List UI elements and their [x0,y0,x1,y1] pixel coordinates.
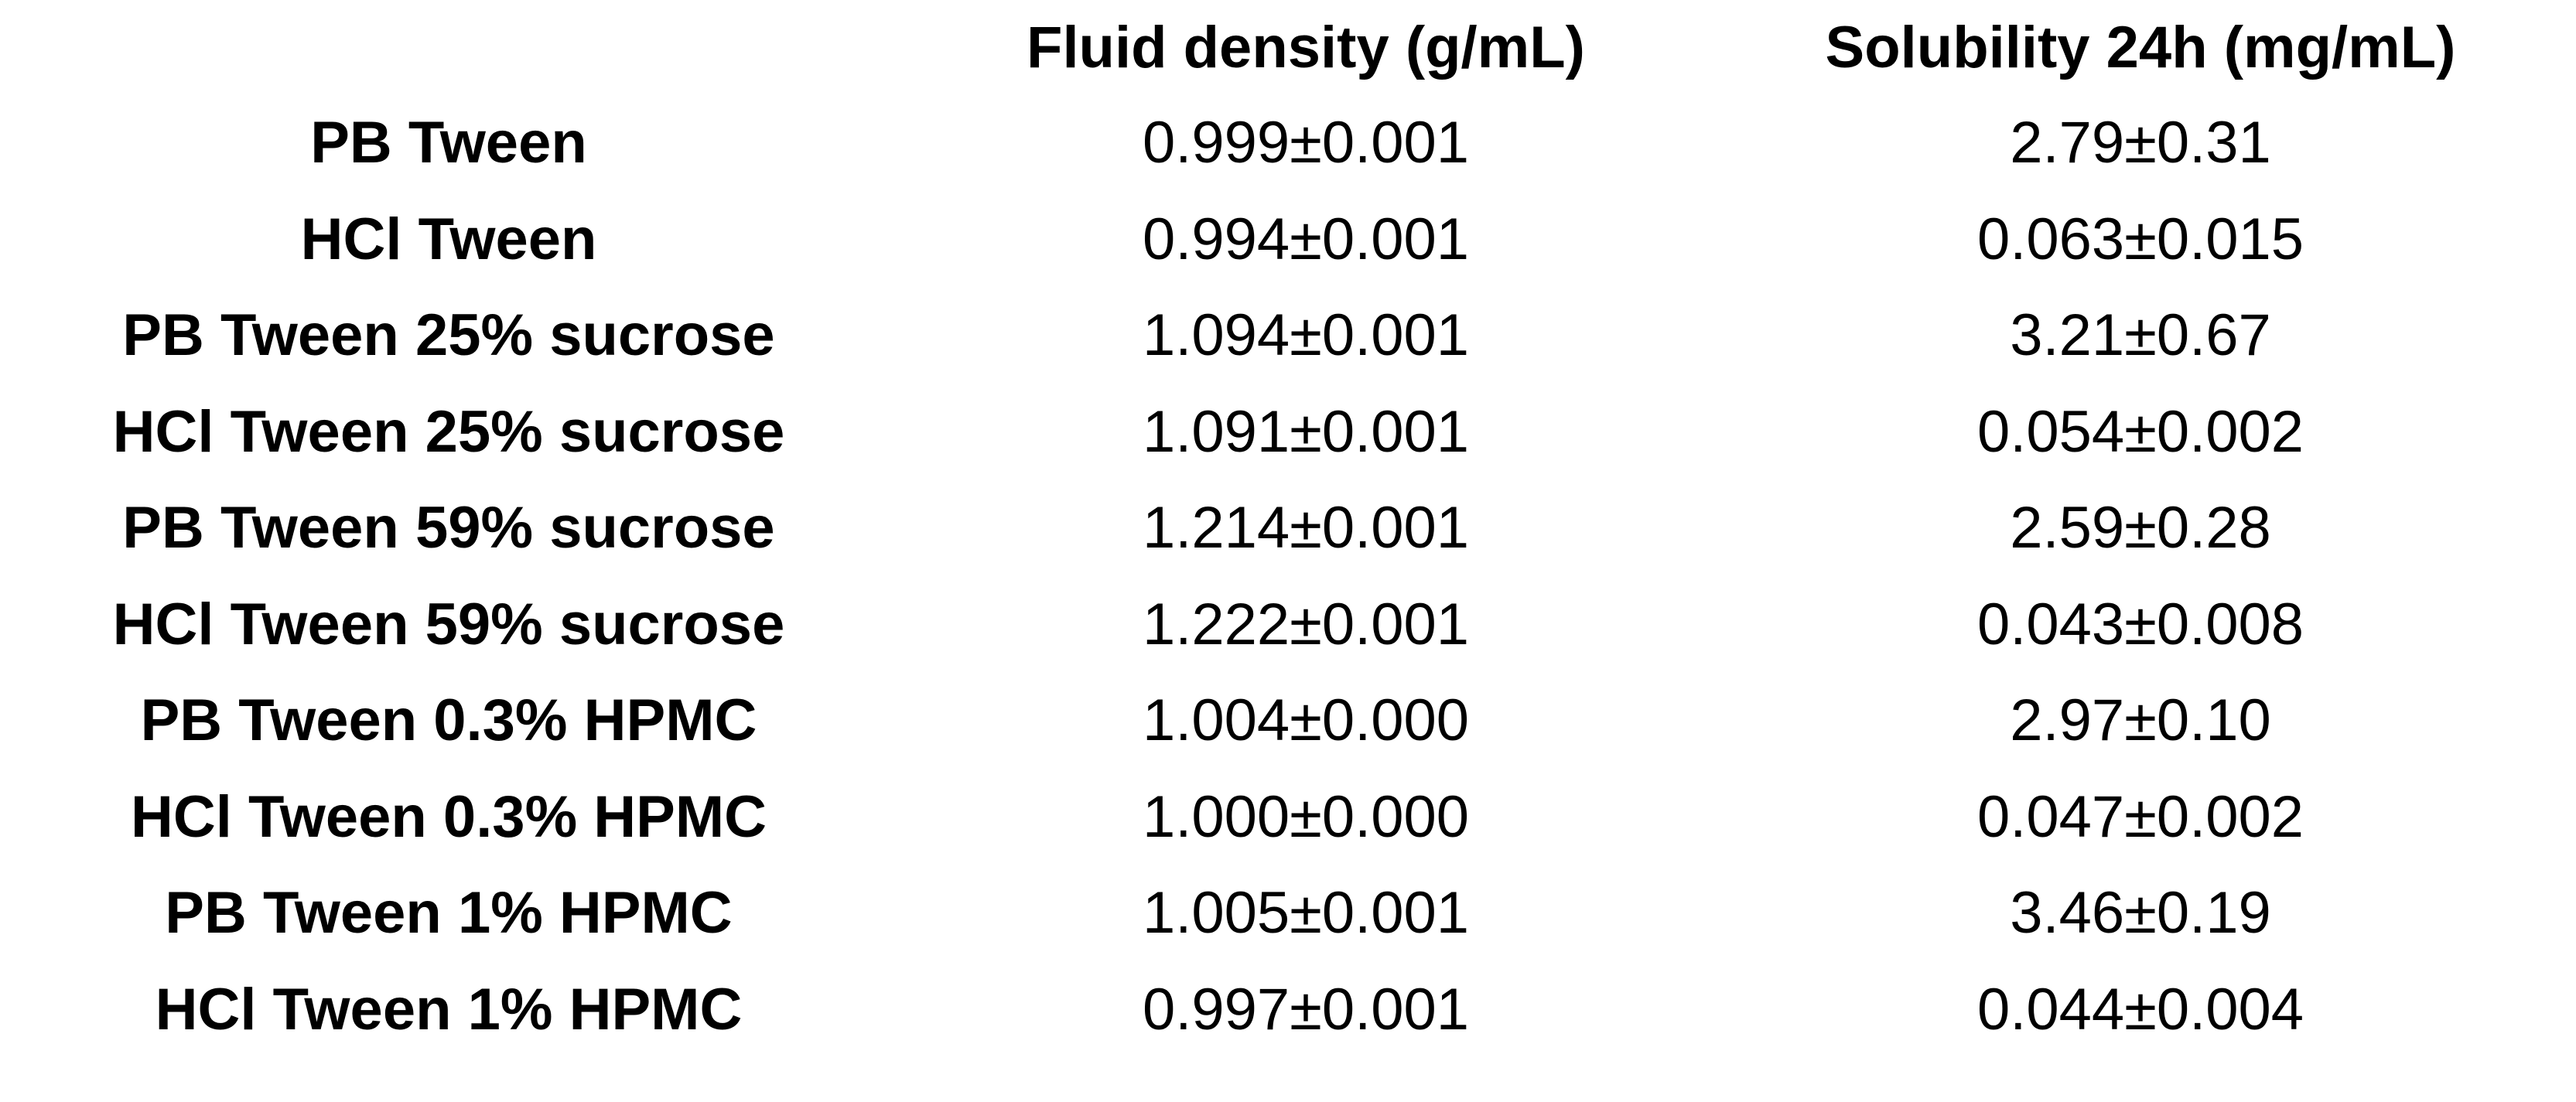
row-label: HCl Tween 25% sucrose [112,398,785,465]
table-cell: 0.044±0.004 [1976,976,2304,1042]
row-label: PB Tween 25% sucrose [122,302,775,368]
row-label: HCl Tween 59% sucrose [112,591,785,657]
row-label: HCl Tween 0.3% HPMC [130,783,767,850]
table-cell: 3.46±0.19 [2010,880,2271,946]
table-cell: 2.97±0.10 [2010,687,2271,753]
table-cell: 0.047±0.002 [1976,783,2304,850]
row-label: HCl Tween [300,206,597,272]
table-cell: 0.063±0.015 [1976,206,2304,272]
table-cell: 0.994±0.001 [1142,206,1470,272]
table-cell: 3.21±0.67 [2010,302,2271,368]
table-cell: 0.054±0.002 [1976,398,2304,465]
row-label: PB Tween [310,110,587,176]
table-cell: 0.043±0.008 [1976,591,2304,657]
table-cell: 1.000±0.000 [1142,783,1470,850]
table-cell: 1.005±0.001 [1142,880,1470,946]
table-cell: 1.222±0.001 [1142,591,1470,657]
column-header: Fluid density (g/mL) [1027,15,1585,80]
table-cell: 1.094±0.001 [1142,302,1470,368]
column-header: Solubility 24h (mg/mL) [1825,15,2456,80]
table-cell: 1.214±0.001 [1142,495,1470,561]
row-label: PB Tween 0.3% HPMC [140,687,757,753]
table-cell: 0.999±0.001 [1142,110,1470,176]
table-cell: 2.59±0.28 [2010,495,2271,561]
table-cell: 0.997±0.001 [1142,976,1470,1042]
row-label: PB Tween 59% sucrose [122,495,775,561]
table-cell: 1.091±0.001 [1142,398,1470,465]
table-cell: 1.004±0.000 [1142,687,1470,753]
table-cell: 2.79±0.31 [2010,110,2271,176]
row-label: HCl Tween 1% HPMC [155,976,743,1042]
row-label: PB Tween 1% HPMC [165,880,733,946]
